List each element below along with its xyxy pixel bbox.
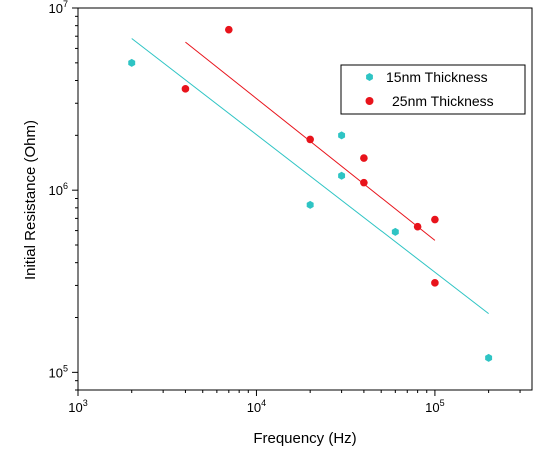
legend: 15nm Thickness 25nm Thickness [340,64,526,115]
legend-label-15nm: 15nm Thickness [386,69,488,85]
data-point-series-0 [306,200,314,209]
x-axis-ticks: 103 104 105 [68,390,521,415]
data-point-series-1 [181,85,190,93]
y-tick-label-base: 10 [49,365,63,380]
data-point-series-0 [128,58,136,67]
y-tick-label: 107 [49,0,68,16]
legend-marker-15nm [366,73,373,81]
x-tick-label: 103 [68,398,87,415]
x-tick-label-exponent: 5 [440,398,445,408]
x-tick-label: 105 [425,398,444,415]
data-point-series-1 [431,215,439,224]
y-tick-label-base: 10 [49,183,63,198]
data-point-series-0 [338,131,346,140]
y-axis-title: Initial Resistance (Ohm) [22,120,39,280]
legend-box [340,64,526,115]
data-point-series-1 [431,279,439,287]
data-point-series-1 [360,178,368,187]
y-tick-label-exponent: 6 [63,181,68,191]
x-tick-label-base: 10 [425,400,439,415]
data-points [128,25,493,362]
data-point-series-0 [391,227,399,236]
x-tick-label-base: 10 [247,400,261,415]
fit-line-series-0 [131,38,489,315]
data-point-series-0 [338,171,346,180]
legend-label-25nm: 25nm Thickness [392,93,494,109]
data-point-series-1 [225,25,233,34]
data-point-series-1 [306,135,314,144]
y-tick-label-exponent: 5 [63,363,68,373]
x-tick-label-base: 10 [68,400,82,415]
x-tick-label-exponent: 4 [261,398,266,408]
legend-marker-25nm [365,97,374,105]
y-tick-label: 105 [49,363,68,380]
y-tick-label-exponent: 7 [63,0,68,9]
data-point-series-1 [413,222,422,231]
x-tick-label-exponent: 3 [83,398,88,408]
x-tick-label: 104 [247,398,266,415]
y-tick-label-base: 10 [49,1,63,16]
x-axis-title: Frequency (Hz) [253,430,356,447]
data-point-series-0 [485,353,493,362]
data-point-series-1 [360,154,368,162]
y-tick-label: 106 [49,181,68,198]
